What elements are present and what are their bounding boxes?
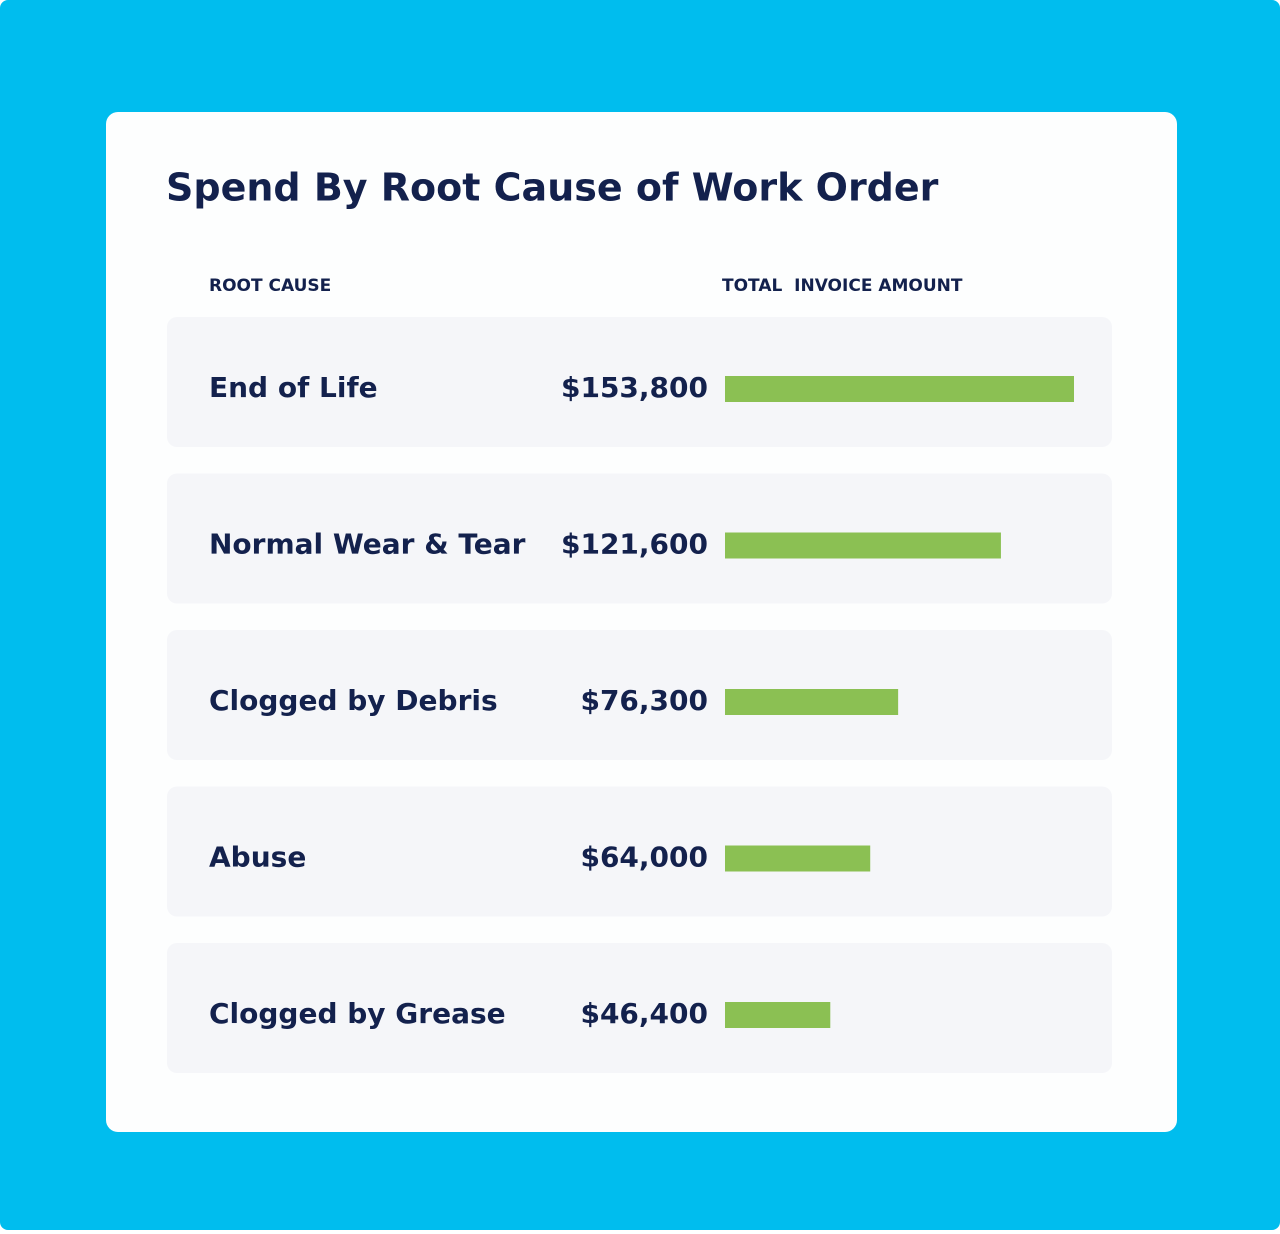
value-label: $76,300 <box>580 684 708 717</box>
row <box>167 943 1112 1073</box>
category-label: End of Life <box>209 371 378 404</box>
bar <box>725 689 899 715</box>
bar <box>725 376 1074 402</box>
value-label: $121,600 <box>561 528 708 561</box>
row <box>167 786 1112 917</box>
bar <box>725 532 1001 559</box>
category-label: Clogged by Debris <box>209 684 498 717</box>
category-label: Normal Wear & Tear <box>209 528 526 561</box>
row <box>167 317 1112 447</box>
column-header: ROOT CAUSE <box>209 276 331 296</box>
column-header: TOTAL INVOICE AMOUNT <box>722 276 963 296</box>
bar <box>725 1002 831 1028</box>
value-label: $46,400 <box>580 997 708 1030</box>
category-label: Clogged by Grease <box>209 997 506 1030</box>
row <box>167 473 1112 604</box>
row <box>167 630 1112 760</box>
value-label: $153,800 <box>561 371 708 404</box>
bar <box>725 845 871 872</box>
category-label: Abuse <box>209 841 306 874</box>
value-label: $64,000 <box>580 841 708 874</box>
chart-title: Spend By Root Cause of Work Order <box>166 166 939 210</box>
